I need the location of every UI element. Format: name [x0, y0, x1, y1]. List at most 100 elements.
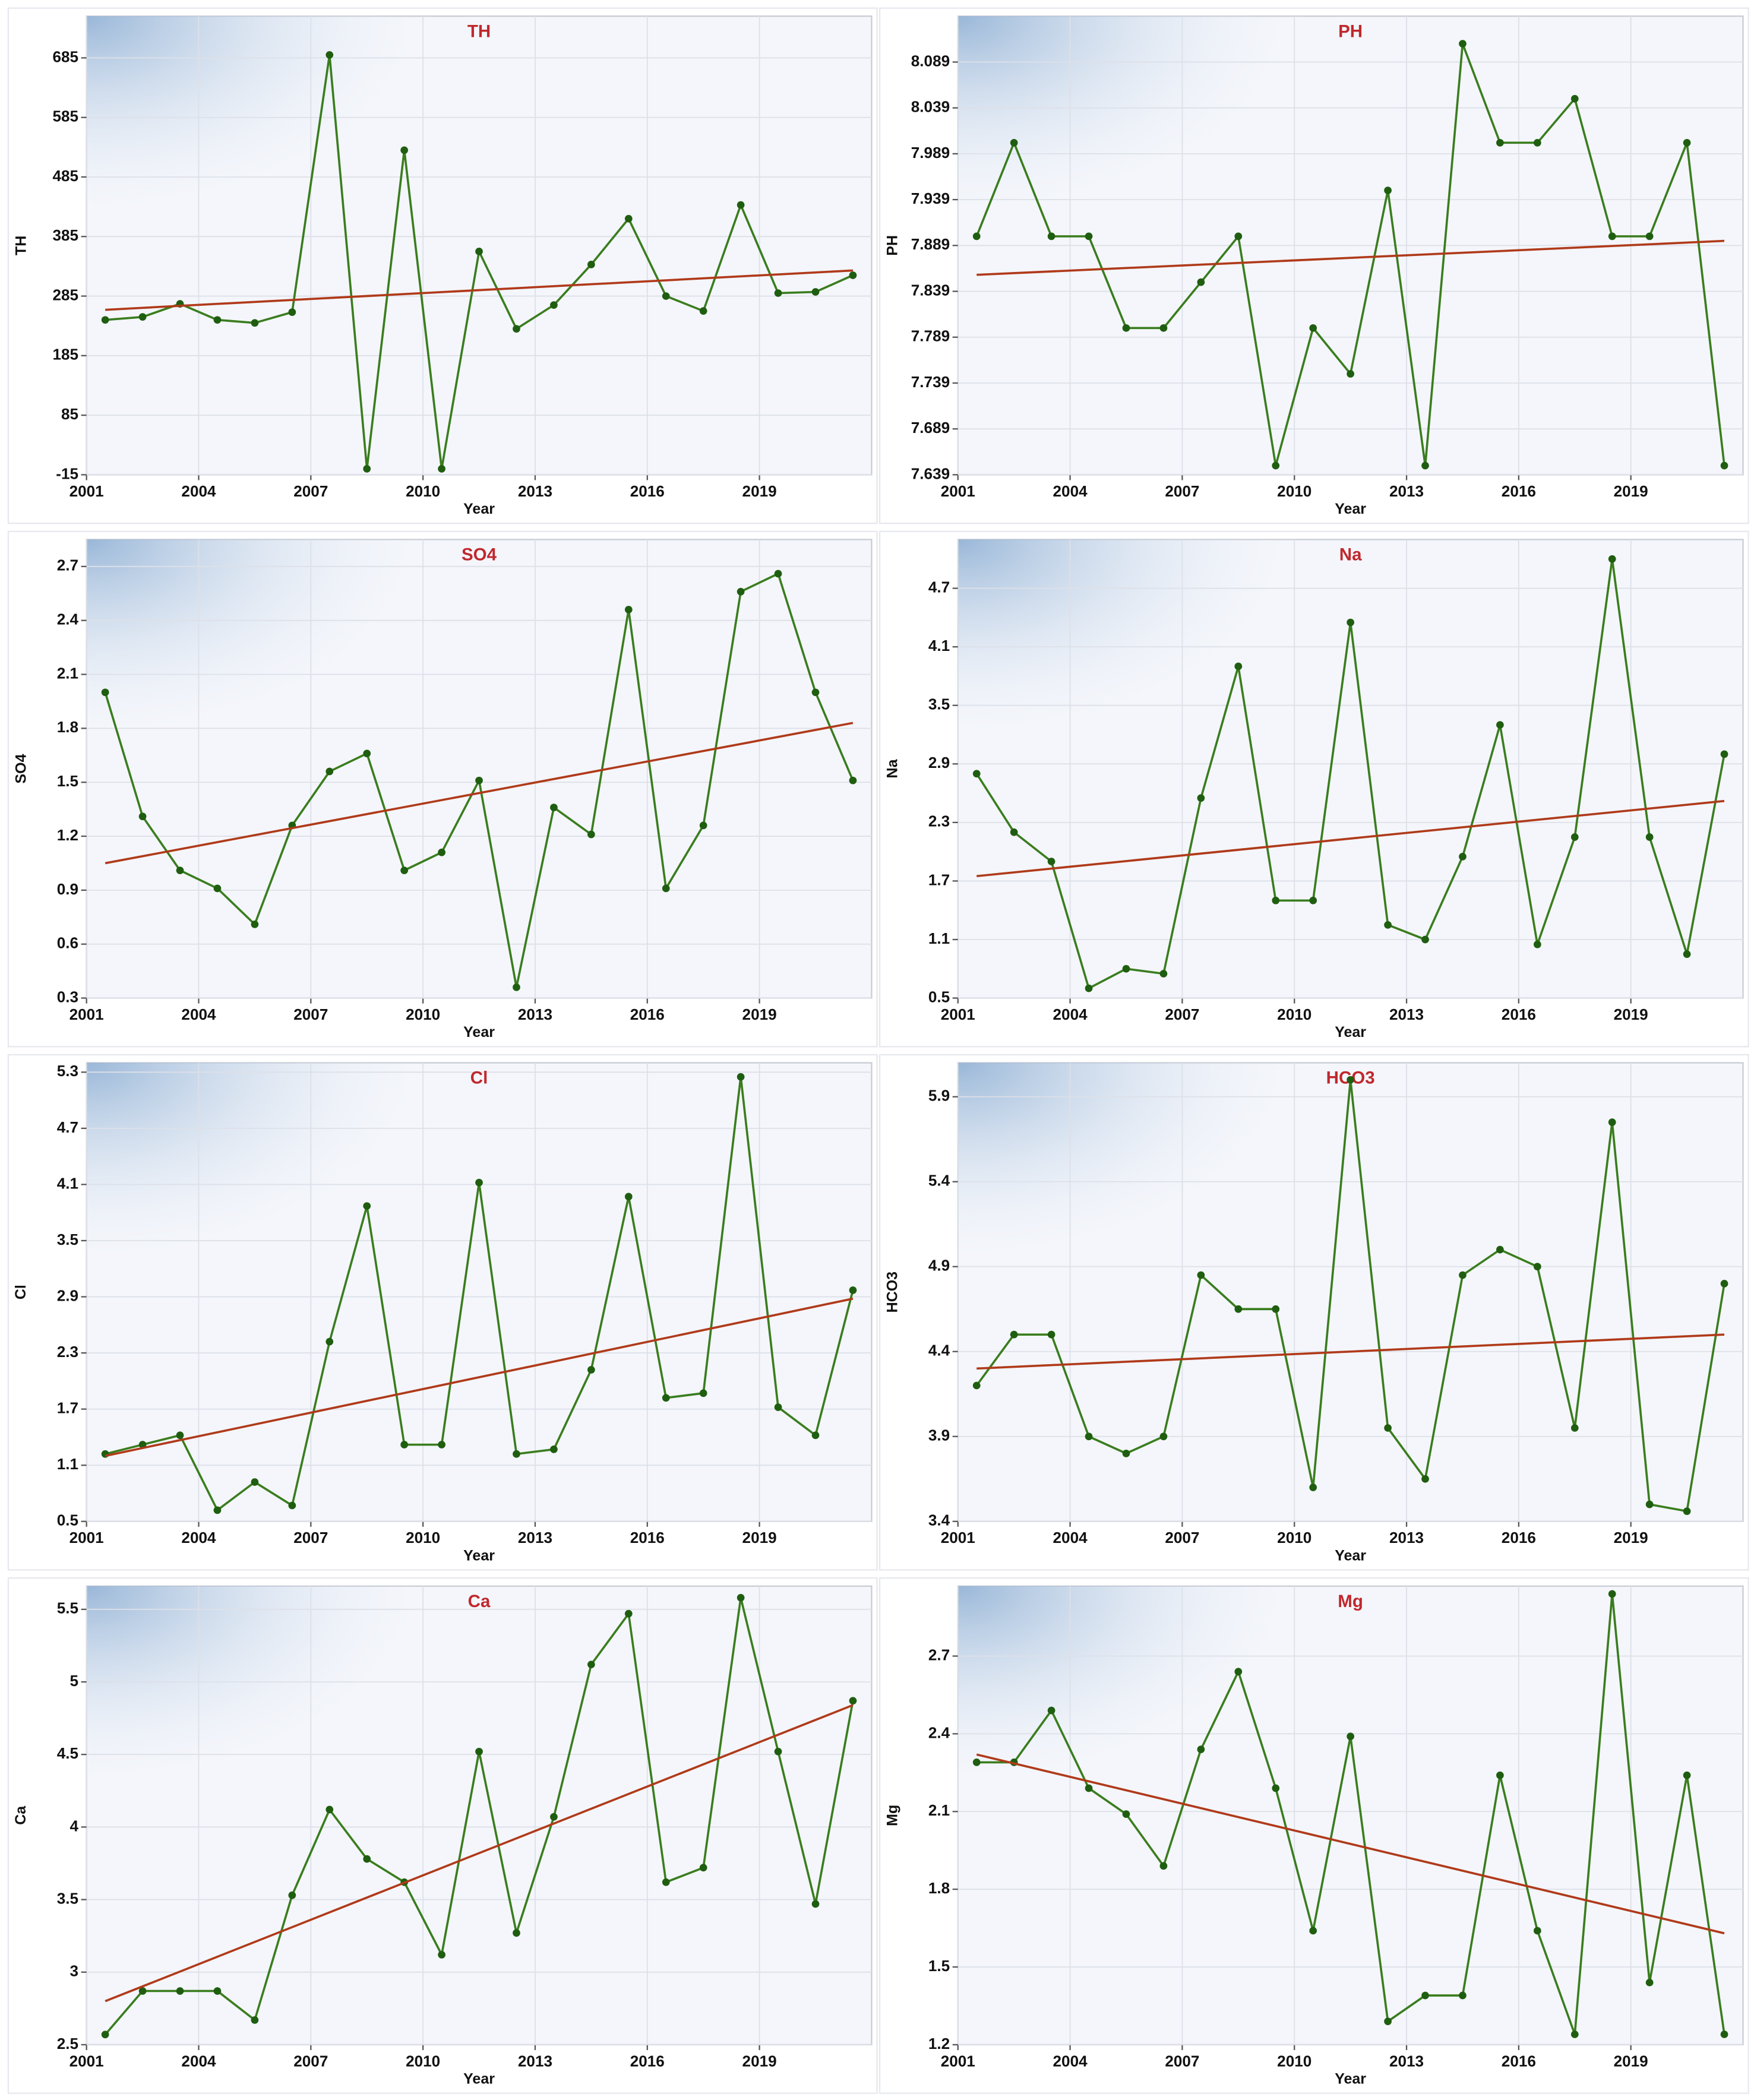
data-point	[972, 1381, 981, 1390]
data-point	[550, 301, 558, 309]
data-point	[1010, 1330, 1018, 1339]
data-point	[1683, 950, 1691, 958]
data-point	[176, 1987, 184, 1995]
data-point	[1421, 935, 1429, 944]
data-point	[737, 201, 745, 209]
data-point	[1122, 1810, 1130, 1818]
x-tick-label: 2007	[1165, 482, 1199, 500]
data-point	[438, 1951, 445, 1959]
data-point	[101, 316, 109, 324]
x-tick-label: 2016	[1502, 1529, 1536, 1546]
y-tick-label: 8.039	[911, 98, 950, 116]
data-point	[325, 1337, 334, 1346]
y-tick-label: 4.4	[928, 1342, 950, 1359]
y-tick-label: 5.5	[57, 1599, 78, 1617]
data-point	[1421, 1991, 1429, 2000]
x-tick-label: 2013	[518, 1529, 552, 1546]
y-tick-label: 3.5	[57, 1889, 78, 1907]
data-point	[251, 2016, 259, 2024]
x-tick-label: 2016	[630, 1529, 665, 1546]
x-tick-label: 2007	[1165, 1005, 1199, 1023]
y-tick-label: 4	[70, 1817, 79, 1835]
chart-panel: 2001 2004 2007 2010 2013 2016 2019 1.2 1.5 1.8 2.1…	[878, 1577, 1749, 2094]
data-point	[1496, 1245, 1504, 1254]
trend-line	[976, 1753, 1725, 1935]
data-point	[1047, 232, 1055, 241]
y-tick-label: 1.2	[928, 2035, 950, 2052]
x-tick-label: 2019	[742, 1529, 777, 1546]
data-point	[1384, 1424, 1392, 1432]
trend-line	[105, 1704, 854, 2003]
data-point	[288, 308, 296, 317]
y-tick-label: 1.1	[57, 1455, 78, 1473]
y-tick-label: 0.3	[57, 988, 78, 1005]
y-tick-label: 7.739	[911, 373, 950, 391]
x-tick-label: 2019	[742, 482, 777, 500]
data-point	[1459, 40, 1467, 48]
data-point	[624, 606, 633, 613]
x-axis-label: Year	[463, 501, 495, 517]
x-tick-label: 2016	[630, 1005, 665, 1023]
y-tick-label: 7.939	[911, 189, 950, 207]
data-point	[1720, 750, 1728, 758]
x-tick-label: 2004	[181, 2052, 216, 2070]
x-tick-label: 2001	[941, 1529, 975, 1546]
x-tick-label: 2007	[293, 2052, 328, 2070]
x-tick-label: 2010	[406, 2052, 440, 2070]
data-point	[438, 848, 445, 856]
data-point	[1459, 1271, 1467, 1279]
x-axis-label: Year	[1335, 1024, 1366, 1040]
y-tick-label: 7.639	[911, 464, 950, 482]
data-point	[1421, 461, 1429, 470]
data-point	[972, 232, 981, 241]
data-point	[1533, 1263, 1541, 1271]
data-point	[176, 1431, 184, 1440]
x-tick-label: 2019	[1614, 1529, 1648, 1546]
data-point	[1421, 1475, 1429, 1483]
x-tick-label: 2001	[69, 1529, 104, 1546]
chart-title: Ca	[468, 1592, 491, 1611]
y-tick-label: 3.9	[928, 1427, 950, 1444]
data-point	[849, 1697, 857, 1705]
plot-shade	[86, 16, 872, 475]
y-tick-label: 3.5	[57, 1231, 78, 1248]
y-tick-label: 5.4	[928, 1172, 950, 1190]
y-tick-label: 2.7	[57, 556, 78, 574]
data-point	[1272, 461, 1280, 470]
data-point	[1085, 984, 1093, 992]
data-point	[1010, 828, 1018, 836]
y-tick-label: 185	[52, 346, 78, 363]
x-axis-label: Year	[1335, 2071, 1366, 2088]
data-point	[1122, 1449, 1130, 1457]
data-point	[1197, 278, 1205, 286]
x-tick-label: 2010	[406, 482, 440, 500]
data-point	[737, 1073, 745, 1081]
data-point	[811, 288, 820, 296]
data-point	[737, 587, 745, 596]
x-tick-label: 2004	[1053, 1529, 1088, 1546]
x-tick-label: 2004	[181, 482, 216, 500]
y-tick-label: 1.7	[57, 1399, 78, 1417]
y-tick-label: 1.1	[928, 929, 950, 947]
data-point	[213, 316, 222, 324]
data-point	[1272, 1784, 1280, 1792]
data-point	[811, 1431, 820, 1440]
data-point	[138, 1987, 147, 1995]
data-point	[1197, 1271, 1205, 1279]
data-point	[138, 313, 147, 321]
chart-title: Cl	[470, 1068, 488, 1088]
data-point	[213, 1506, 222, 1514]
data-point	[101, 2031, 109, 2039]
data-point	[1384, 921, 1392, 929]
y-tick-label: 2.5	[57, 2035, 78, 2052]
y-tick-label: 8.089	[911, 52, 950, 69]
chart-title: Na	[1339, 545, 1362, 564]
data-point	[251, 319, 259, 327]
y-axis-label: Na	[884, 758, 900, 778]
data-point	[251, 1478, 259, 1486]
x-tick-label: 2010	[1277, 1005, 1311, 1023]
x-tick-label: 2019	[1614, 1005, 1648, 1023]
data-point	[1309, 896, 1317, 904]
data-point	[475, 776, 483, 785]
